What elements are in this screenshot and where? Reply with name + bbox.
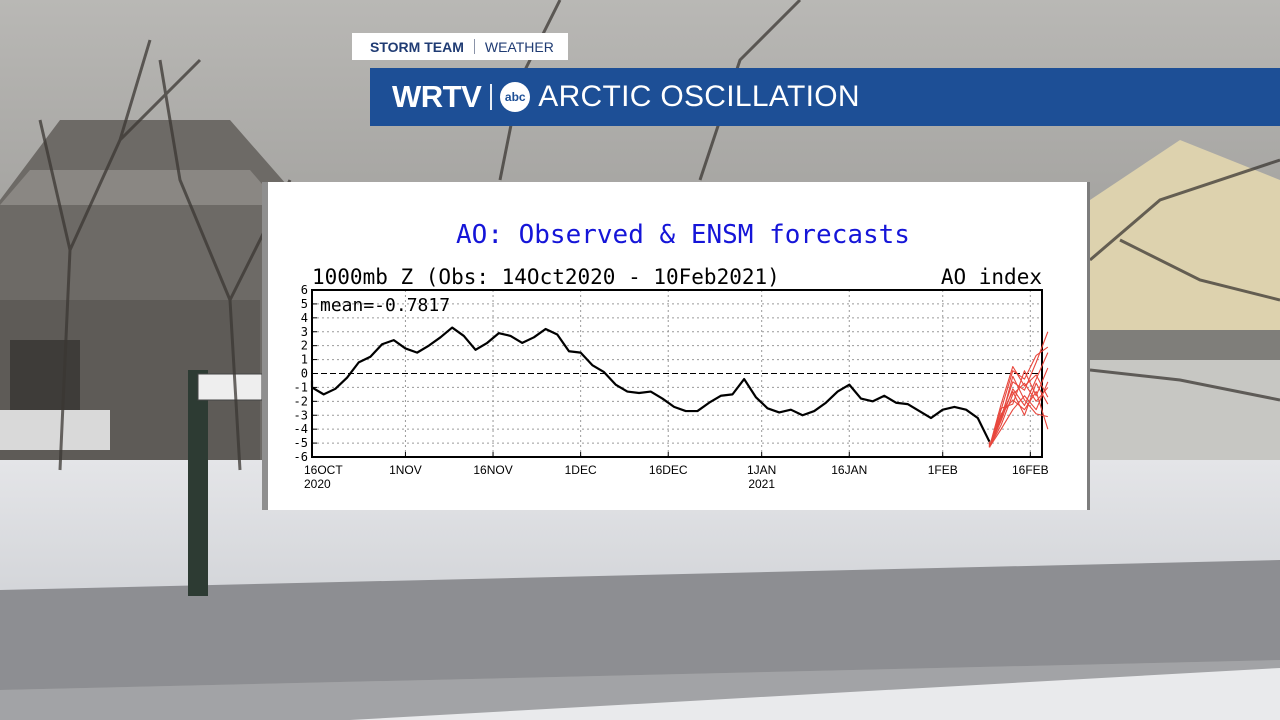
forecast-member-line: [988, 382, 1049, 448]
y-tick-label: -1: [294, 380, 308, 394]
chart-subtitle: 1000mb Z (Obs: 14Oct2020 - 10Feb2021): [312, 265, 780, 289]
chart-panel: AO: Observed & ENSM forecasts 1000mb Z (…: [262, 182, 1090, 510]
observed-series-line: [310, 326, 991, 443]
y-tick-label: 6: [301, 283, 308, 297]
x-tick-label: 1JAN: [747, 463, 776, 477]
y-tick-label: -3: [294, 408, 308, 422]
x-tick-label: 1DEC: [565, 463, 597, 477]
title-banner: WRTV abc ARCTIC OSCILLATION: [370, 68, 1280, 126]
y-tick-label: 5: [301, 297, 308, 311]
y-tick-label: 1: [301, 353, 308, 367]
panel-left-border: [262, 182, 268, 510]
mean-label: mean=-0.7817: [320, 295, 450, 316]
y-tick-label: 2: [301, 339, 308, 353]
x-tick-label: 16DEC: [649, 463, 688, 477]
abc-network-icon: abc: [500, 82, 531, 112]
x-tick-year-label: 2020: [304, 477, 331, 491]
station-logo: WRTV: [392, 79, 482, 114]
weather-label: WEATHER: [484, 38, 554, 55]
forecast-member-line: [988, 367, 1049, 448]
y-tick-label: -5: [294, 436, 308, 450]
panel-right-border: [1087, 182, 1090, 510]
x-tick-year-label: 2021: [748, 477, 775, 491]
y-tick-label: 0: [301, 367, 308, 381]
storm-team-label: STORM TEAM: [370, 38, 464, 55]
tag-divider: [473, 39, 475, 54]
x-tick-label: 16NOV: [473, 463, 512, 477]
forecast-member-line: [988, 365, 1049, 448]
y-tick-label: -4: [294, 422, 308, 436]
y-tick-label: 3: [301, 325, 308, 339]
y-tick-label: -2: [294, 394, 308, 408]
x-tick-label: 1FEB: [928, 463, 958, 477]
x-tick-label: 16OCT: [304, 463, 343, 477]
banner-title: ARCTIC OSCILLATION: [538, 80, 860, 113]
chart-title: AO: Observed & ENSM forecasts: [456, 220, 910, 250]
index-label: AO index: [941, 265, 1042, 289]
y-tick-label: -6: [294, 450, 308, 464]
storm-team-weather-tag: STORM TEAM WEATHER: [352, 33, 568, 60]
y-tick-label: 4: [301, 311, 308, 325]
ao-chart: AO: Observed & ENSM forecasts 1000mb Z (…: [294, 220, 1049, 491]
logo-divider: [490, 84, 493, 110]
x-tick-label: 1NOV: [389, 463, 422, 477]
x-tick-label: 16JAN: [831, 463, 867, 477]
x-tick-label: 16FEB: [1012, 463, 1049, 477]
